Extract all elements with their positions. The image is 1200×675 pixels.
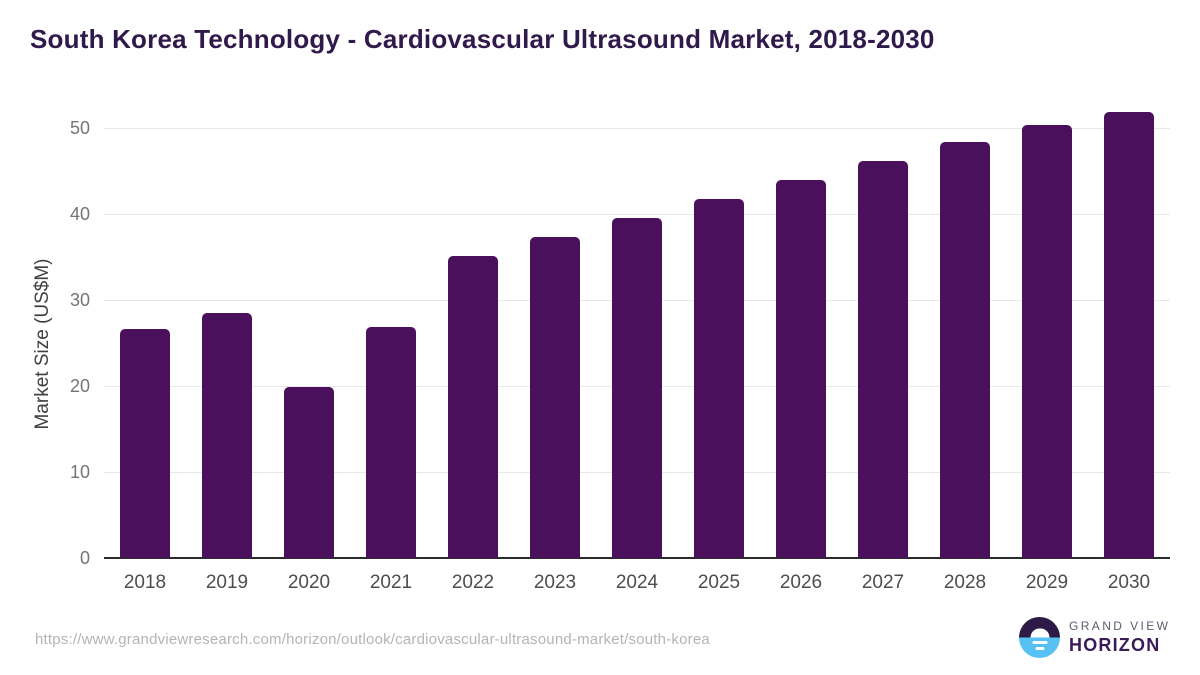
logo-grand-view-label: GRAND VIEW: [1069, 619, 1171, 633]
gridline-40: [104, 214, 1170, 215]
bar-2021: [366, 326, 416, 558]
bar-slot-2029: [1006, 0, 1088, 558]
x-axis-label-2030: 2030: [1107, 572, 1151, 593]
x-axis-label-2029: 2029: [1025, 572, 1069, 593]
y-tick-label-30: 30: [69, 290, 90, 310]
bar-2024: [612, 218, 662, 558]
x-axis-label-2021: 2021: [369, 572, 413, 593]
bar-2020: [284, 386, 334, 558]
bar-2026: [776, 179, 826, 558]
x-axis-label-2022: 2022: [451, 572, 495, 593]
y-axis-title: Market Size (US$M): [32, 258, 53, 430]
bar-slot-2018: [104, 0, 186, 558]
bar-slot-2019: [186, 0, 268, 558]
bar-slot-2021: [350, 0, 432, 558]
bar-2018: [120, 329, 170, 558]
bar-2029: [1022, 124, 1072, 558]
bar-2025: [694, 198, 744, 558]
bar-slot-2030: [1088, 0, 1170, 558]
x-axis-label-2026: 2026: [779, 572, 823, 593]
x-axis-label-2018: 2018: [123, 572, 167, 593]
bar-2027: [858, 160, 908, 558]
bar-slot-2026: [760, 0, 842, 558]
bar-slot-2028: [924, 0, 1006, 558]
bar-slot-2024: [596, 0, 678, 558]
bar-slot-2027: [842, 0, 924, 558]
source-url: https://www.grandviewresearch.com/horizo…: [35, 631, 710, 648]
logo-horizon-label: HORIZON: [1069, 635, 1161, 655]
grand-view-horizon-logo: GRAND VIEW HORIZON: [1019, 617, 1170, 658]
bar-2030: [1104, 111, 1154, 558]
x-axis-label-2025: 2025: [697, 572, 741, 593]
x-axis-label-2027: 2027: [861, 572, 905, 593]
bar-2028: [940, 141, 990, 558]
reflection-line-1: [1032, 640, 1047, 644]
y-tick-label-0: 0: [79, 548, 90, 568]
x-axis-label-2020: 2020: [287, 572, 331, 593]
x-axis-line: [104, 557, 1170, 559]
bar-slot-2020: [268, 0, 350, 558]
reflection-line-2: [1035, 646, 1044, 650]
y-tick-label-40: 40: [69, 204, 90, 224]
bar-slot-2023: [514, 0, 596, 558]
y-tick-label-10: 10: [69, 462, 90, 482]
x-labels: 2018 2019 2020 2021 2022 2023 2024 2025 2026 2027…: [104, 572, 1170, 594]
y-tick-label-20: 20: [69, 376, 90, 396]
y-tick-label-50: 50: [69, 118, 90, 138]
gridline-50: [104, 128, 1170, 129]
x-axis-label-2028: 2028: [943, 572, 987, 593]
logo-text: GRAND VIEW HORIZON: [1069, 619, 1170, 656]
x-axis-label-2019: 2019: [205, 572, 249, 593]
sun-dome-shape: [1030, 628, 1049, 638]
x-axis-label-2023: 2023: [533, 572, 577, 593]
bar-slot-2025: [678, 0, 760, 558]
chart-title: South Korea Technology - Cardiovascular …: [30, 24, 935, 54]
bar-2023: [530, 237, 580, 558]
bar-2022: [448, 256, 498, 558]
bar-slot-2022: [432, 0, 514, 558]
horizon-sunrise-icon: [1019, 617, 1060, 658]
bars: [104, 0, 1170, 558]
x-axis-label-2024: 2024: [615, 572, 659, 593]
bar-2019: [202, 312, 252, 558]
